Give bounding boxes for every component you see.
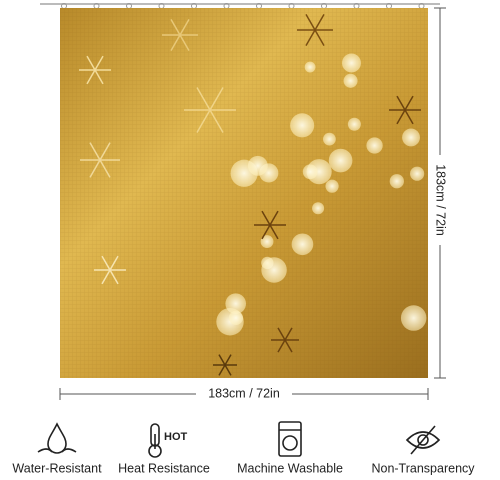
bokeh [389,174,404,189]
bokeh [328,148,353,173]
curtain-pattern [79,14,427,376]
snowflake [284,339,293,353]
bokeh [347,117,361,131]
bokeh [228,310,244,326]
bokeh [325,179,339,193]
width-label: 183cm / 72in [208,386,280,400]
thermometer-icon [148,423,162,458]
snowflake [179,34,190,51]
feature-label: Non-Transparency [371,461,475,475]
bokeh [402,128,420,147]
bokeh [343,73,358,88]
bokeh [261,257,287,283]
snowflake [269,210,279,226]
snowflake [99,142,111,161]
snowflake [86,55,96,71]
snowflake [196,87,211,111]
snowflake [101,255,111,271]
width-dimension [59,388,429,400]
bokeh [323,132,336,146]
snowflake [261,224,271,240]
snowflake [179,19,190,36]
snowflake [101,269,111,285]
bokeh [342,53,361,73]
height-label: 183cm / 72in [434,164,448,236]
snowflake [218,364,226,376]
water-icon [37,422,77,454]
hot-badge: HOT [164,431,188,443]
bokeh [304,61,316,73]
snowflake [99,159,111,178]
snowflake [277,327,286,341]
snowflake [109,269,119,285]
bokeh [302,164,318,180]
washer-icon [278,421,302,457]
bokeh [400,305,427,331]
bokeh [410,166,425,181]
snowflake [261,210,271,226]
bokeh [247,155,268,176]
bokeh [291,233,314,256]
snowflake [170,19,181,36]
bokeh [366,137,383,154]
curtain-texture [60,8,428,378]
snowflake [305,14,316,31]
bokeh [260,235,274,249]
feature-label: Machine Washable [237,461,343,475]
snowflake [224,364,232,376]
feature-label: Heat Resistance [118,461,210,475]
bokeh [312,202,325,215]
snowflake [396,95,406,111]
snowflake [89,159,101,178]
snowflake [224,354,232,366]
snowflake [170,34,181,51]
snowflake [396,109,406,125]
snowflake [284,327,293,341]
snowflake [89,142,101,161]
snowflake [196,109,211,133]
snowflake [277,339,286,353]
feature-label: Water-Resistant [12,461,102,475]
no-see-icon [405,425,441,455]
snowflake [314,14,325,31]
snowflake [109,255,119,271]
snowflake [209,87,224,111]
snowflake [404,109,414,125]
snowflake [218,354,226,366]
snowflake [94,69,104,85]
snowflake [86,69,96,85]
snowflake [209,109,224,133]
snowflake [94,55,104,71]
snowflake [404,95,414,111]
height-dimension [434,7,446,379]
snowflake [305,29,316,46]
bokeh [290,113,315,138]
snowflake [314,29,325,46]
snowflake [269,224,279,240]
